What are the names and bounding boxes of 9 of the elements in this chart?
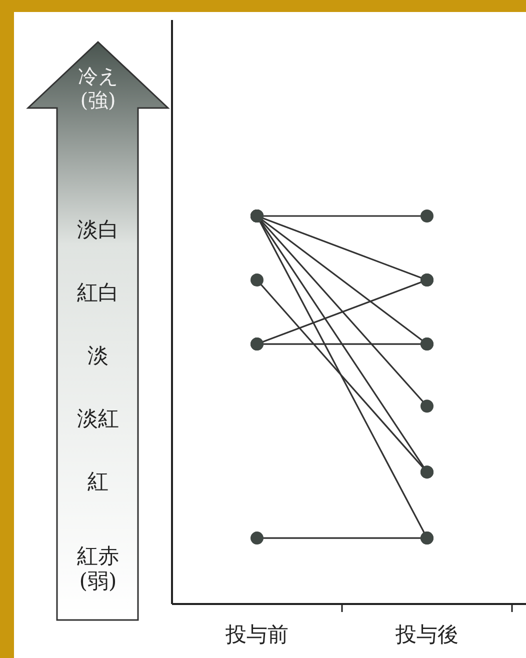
x-tick-label: 投与前 [224, 622, 288, 646]
text: 紅白 [77, 280, 119, 304]
text: 紅赤 (弱) [77, 544, 119, 593]
text: 淡 [88, 343, 108, 368]
x-tick-label: 投与後 [394, 622, 458, 646]
text: 冷え (強) [78, 64, 118, 112]
text: 淡白 [77, 217, 119, 242]
text: 淡紅 [77, 406, 119, 430]
text: 紅 [88, 469, 108, 494]
